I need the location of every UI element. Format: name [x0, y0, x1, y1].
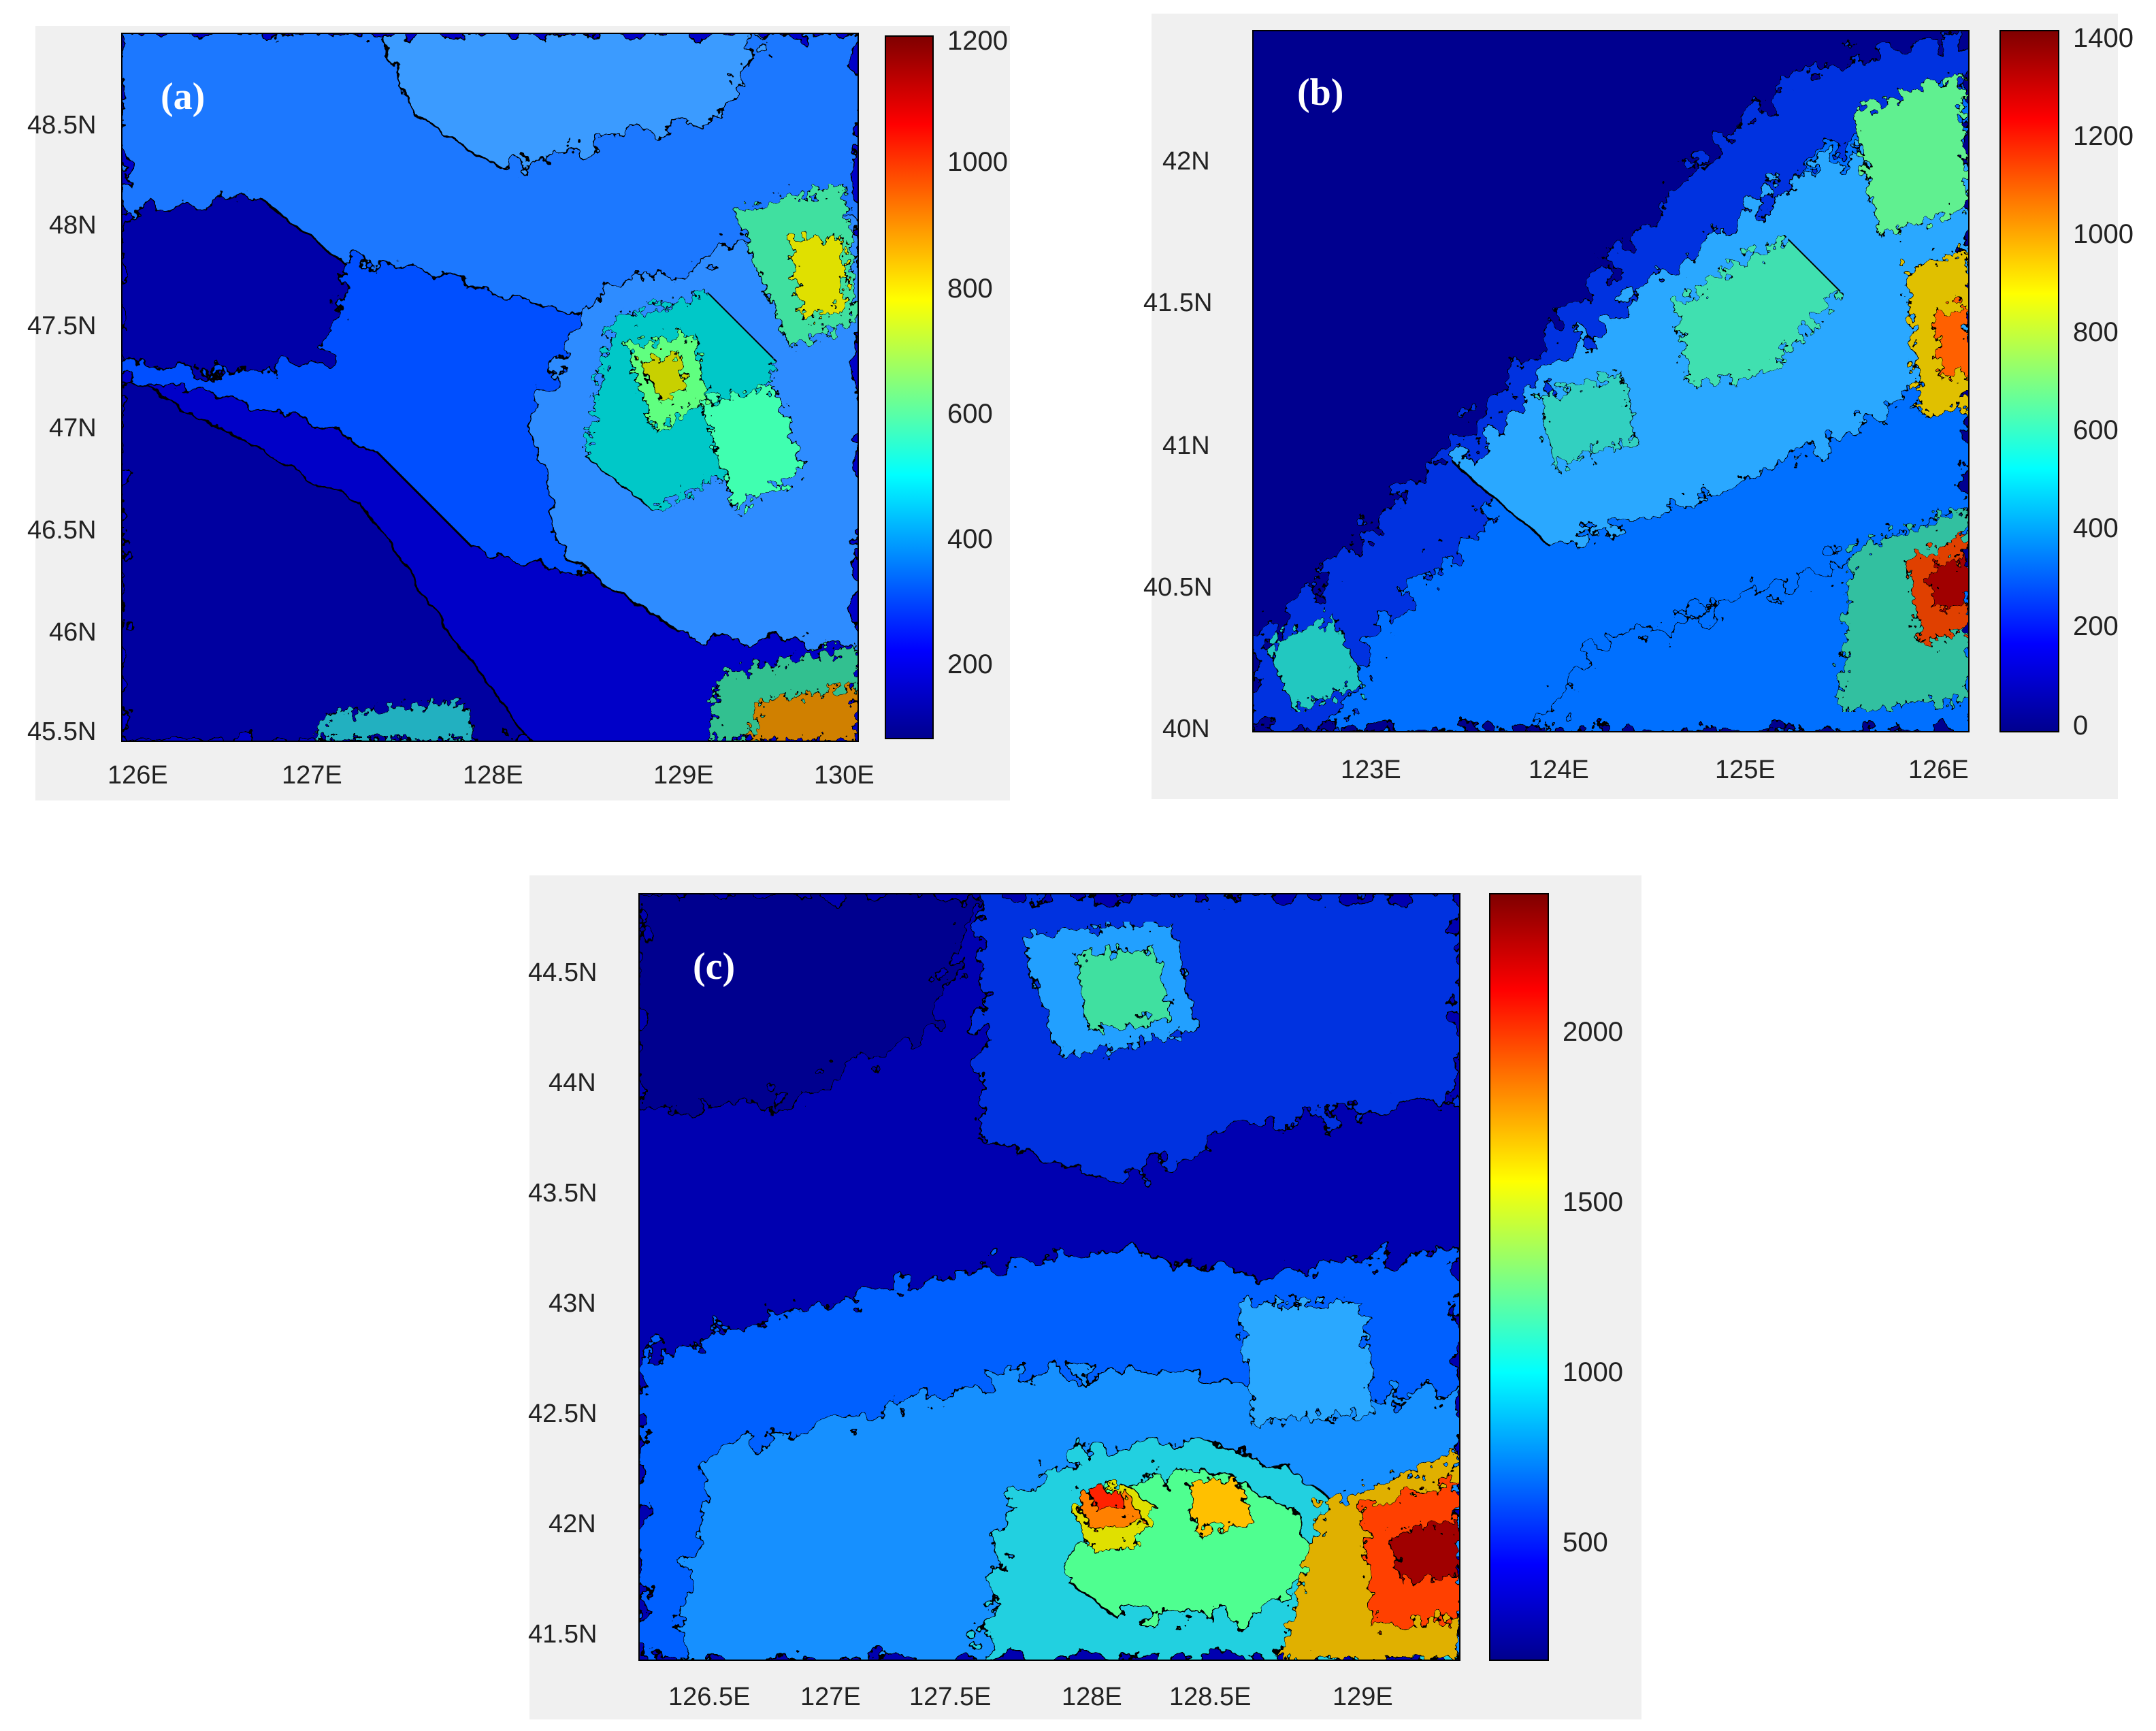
colorbar-tick-label: 1000 — [2073, 219, 2134, 249]
colorbar-tick-label: 800 — [947, 274, 993, 304]
colorbar-tick-label: 400 — [2073, 513, 2119, 543]
colorbar-tick-label: 500 — [1563, 1527, 1608, 1557]
colorbar-tick-label: 1500 — [1563, 1187, 1623, 1217]
elevation-contours-c — [640, 894, 1459, 1660]
colorbar-tick-label: 800 — [2073, 317, 2119, 347]
elevation-contours-b — [1254, 31, 1968, 731]
lat-tick-label: 47N — [49, 414, 97, 442]
colorbar-tick-label: 0 — [2073, 711, 2089, 741]
lat-tick-label: 48.5N — [27, 111, 97, 140]
lon-tick-label: 127E — [800, 1683, 861, 1711]
lat-tick-label: 42N — [1162, 147, 1210, 176]
lon-tick-label: 128.5E — [1169, 1683, 1252, 1711]
lon-tick-label: 126E — [1908, 756, 1969, 784]
lat-tick-label: 44N — [549, 1069, 596, 1097]
colorbar-c — [1489, 893, 1549, 1661]
elevation-map-b: (b) — [1252, 30, 1970, 732]
lat-tick-label: 48N — [49, 211, 97, 240]
colorbar-tick-label: 2000 — [1563, 1017, 1623, 1047]
lat-tick-label: 43.5N — [528, 1179, 598, 1208]
lon-tick-label: 129E — [653, 761, 714, 790]
lat-tick-label: 42.5N — [528, 1400, 598, 1428]
colorbar-tick-label: 600 — [2073, 415, 2119, 445]
lon-tick-label: 128E — [1062, 1683, 1122, 1711]
lat-tick-label: 41.5N — [1143, 289, 1213, 317]
colorbar-tick-label: 1200 — [2073, 121, 2134, 151]
lon-tick-label: 123E — [1341, 756, 1401, 784]
lon-tick-label: 125E — [1715, 756, 1776, 784]
lat-tick-label: 41N — [1162, 432, 1210, 460]
lon-tick-label: 130E — [814, 761, 875, 790]
colorbar-tick-label: 1200 — [947, 26, 1008, 56]
lon-tick-label: 127E — [282, 761, 342, 790]
lon-tick-label: 124E — [1529, 756, 1589, 784]
panel-label-a: (a) — [161, 76, 206, 118]
lat-tick-label: 44.5N — [528, 958, 598, 987]
lon-tick-label: 128E — [463, 761, 523, 790]
lat-tick-label: 46N — [49, 618, 97, 647]
lat-tick-label: 46.5N — [27, 516, 97, 545]
lon-tick-label: 126.5E — [668, 1683, 751, 1711]
colorbar-tick-label: 200 — [2073, 611, 2119, 641]
panel-label-b: (b) — [1297, 71, 1344, 114]
lon-tick-label: 127.5E — [909, 1683, 992, 1711]
elevation-map-c: (c) — [638, 893, 1460, 1661]
lat-tick-label: 47.5N — [27, 312, 97, 340]
elevation-contours-a — [122, 34, 858, 741]
lon-tick-label: 129E — [1333, 1683, 1393, 1711]
lat-tick-label: 42N — [549, 1510, 596, 1538]
colorbar-b — [1999, 30, 2059, 732]
panel-label-c: (c) — [693, 945, 736, 988]
lat-tick-label: 40N — [1162, 715, 1210, 743]
lon-tick-label: 126E — [108, 761, 168, 790]
lat-tick-label: 45.5N — [27, 717, 97, 746]
elevation-map-a: (a) — [121, 33, 859, 742]
colorbar-tick-label: 400 — [947, 524, 993, 554]
colorbar-tick-label: 1400 — [2073, 23, 2134, 53]
lat-tick-label: 40.5N — [1143, 573, 1213, 602]
colorbar-tick-label: 200 — [947, 649, 993, 679]
colorbar-tick-label: 1000 — [1563, 1357, 1623, 1387]
lat-tick-label: 41.5N — [528, 1620, 598, 1649]
colorbar-a — [885, 35, 934, 739]
colorbar-tick-label: 1000 — [947, 147, 1008, 177]
colorbar-tick-label: 600 — [947, 399, 993, 429]
lat-tick-label: 43N — [549, 1289, 596, 1318]
